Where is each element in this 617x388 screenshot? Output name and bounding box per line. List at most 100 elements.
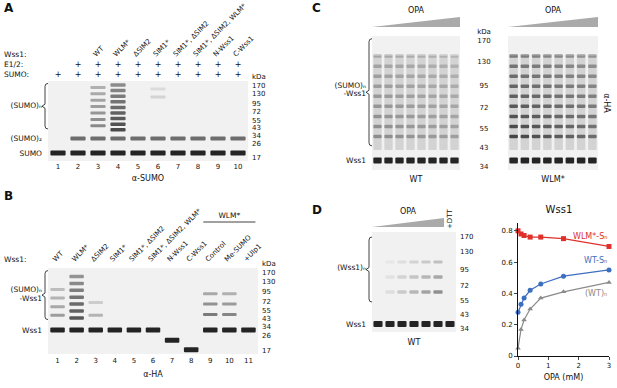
svg-text:+: + [135, 60, 142, 69]
svg-text:6: 6 [151, 357, 156, 365]
svg-text:Wss1:: Wss1: [4, 50, 27, 59]
svg-text:55: 55 [460, 297, 469, 305]
svg-text:Wss1:: Wss1: [4, 255, 27, 264]
svg-text:E1/2:: E1/2: [4, 60, 23, 69]
svg-text:A: A [4, 1, 14, 15]
svg-text:Wss1: Wss1 [546, 204, 573, 215]
svg-text:6: 6 [156, 163, 161, 171]
svg-text:+: + [175, 60, 182, 69]
svg-text:34: 34 [460, 325, 469, 333]
svg-text:kDa: kDa [262, 260, 276, 268]
svg-text:8: 8 [189, 357, 193, 365]
svg-text:17: 17 [262, 347, 271, 355]
svg-text:130: 130 [252, 90, 265, 98]
svg-text:3: 3 [96, 163, 100, 171]
svg-text:0.2: 0.2 [501, 321, 512, 329]
svg-text:170: 170 [252, 82, 265, 90]
svg-text:43: 43 [480, 144, 489, 152]
svg-text:α-SUMO: α-SUMO [132, 174, 164, 183]
svg-text:WLM*: WLM* [541, 175, 564, 184]
svg-text:0.4: 0.4 [501, 290, 513, 298]
svg-text:Wss1: Wss1 [346, 320, 366, 329]
svg-text:+: + [115, 70, 122, 79]
svg-text:4: 4 [113, 357, 118, 365]
svg-text:Wss1: Wss1 [346, 156, 366, 165]
svg-text:C-Wss1: C-Wss1 [232, 35, 256, 59]
svg-text:+: + [115, 60, 122, 69]
svg-text:OPA: OPA [400, 207, 417, 216]
svg-text:α-HA: α-HA [143, 370, 163, 379]
svg-text:0: 0 [516, 362, 520, 370]
svg-text:2: 2 [74, 357, 78, 365]
svg-text:+: + [195, 70, 202, 79]
svg-text:C: C [312, 1, 321, 15]
svg-text:Wss1: Wss1 [22, 326, 42, 335]
svg-text:+: + [95, 60, 102, 69]
svg-text:(Wss1)ₙ: (Wss1)ₙ [337, 263, 366, 272]
svg-text:7: 7 [176, 163, 180, 171]
svg-text:0.8: 0.8 [501, 227, 512, 235]
svg-text:+: + [155, 70, 162, 79]
svg-text:130: 130 [460, 248, 473, 256]
svg-text:B: B [4, 189, 13, 203]
svg-text:170: 170 [262, 269, 275, 277]
svg-text:+: + [75, 60, 82, 69]
svg-text:+: + [135, 70, 142, 79]
svg-text:1: 1 [546, 362, 550, 370]
svg-text:kDa: kDa [252, 73, 266, 81]
svg-text:95: 95 [480, 82, 489, 90]
svg-text:170: 170 [477, 37, 490, 45]
svg-text:17: 17 [252, 154, 261, 162]
svg-text:0: 0 [508, 352, 512, 360]
svg-text:8: 8 [196, 163, 200, 171]
svg-text:7: 7 [170, 357, 174, 365]
svg-text:1: 1 [55, 357, 59, 365]
svg-text:SUMO: SUMO [19, 149, 42, 158]
svg-text:26: 26 [252, 140, 261, 148]
svg-text:+DTT: +DTT [446, 209, 454, 229]
svg-text:WLM*: WLM* [112, 38, 132, 58]
svg-text:2: 2 [576, 362, 580, 370]
svg-text:34: 34 [252, 132, 261, 140]
svg-text:5: 5 [136, 163, 140, 171]
svg-text:3: 3 [93, 357, 97, 365]
svg-text:95: 95 [460, 266, 469, 274]
svg-text:43: 43 [460, 311, 469, 319]
svg-text:+: + [155, 60, 162, 69]
svg-text:WT: WT [92, 44, 106, 58]
svg-text:ΔSIM2: ΔSIM2 [89, 242, 110, 263]
svg-text:10: 10 [225, 357, 234, 365]
svg-text:α-HA: α-HA [602, 93, 611, 113]
svg-text:OPA: OPA [408, 6, 425, 15]
svg-text:(SUMO)ₙ: (SUMO)ₙ [11, 101, 42, 110]
svg-text:43: 43 [262, 315, 271, 323]
svg-text:10: 10 [234, 163, 243, 171]
svg-text:9: 9 [216, 163, 220, 171]
svg-text:+: + [195, 60, 202, 69]
svg-text:26: 26 [262, 332, 271, 340]
svg-text:9: 9 [208, 357, 212, 365]
svg-text:+: + [235, 70, 242, 79]
svg-text:D: D [312, 203, 322, 217]
svg-text:SIM1*: SIM1* [109, 243, 130, 264]
svg-text:SUMO:: SUMO: [4, 70, 29, 79]
svg-text:N-Wss1: N-Wss1 [212, 34, 236, 58]
svg-text:11: 11 [244, 357, 253, 365]
svg-text:95: 95 [262, 288, 271, 296]
svg-text:+Ulp1: +Ulp1 [242, 242, 263, 263]
svg-text:4: 4 [116, 163, 121, 171]
svg-text:+: + [215, 70, 222, 79]
svg-text:5: 5 [132, 357, 136, 365]
svg-text:SIM1*: SIM1* [152, 38, 173, 59]
svg-text:WLM*-Sₙ: WLM*-Sₙ [573, 232, 607, 241]
svg-text:WT: WT [408, 338, 421, 347]
svg-text:+: + [55, 70, 62, 79]
svg-text:ΔSIM2: ΔSIM2 [132, 37, 153, 58]
svg-text:WLM*: WLM* [70, 243, 90, 263]
svg-text:+: + [95, 70, 102, 79]
svg-text:OPA (mM): OPA (mM) [544, 373, 584, 382]
svg-text:34: 34 [480, 163, 489, 171]
svg-text:-Wss1: -Wss1 [20, 294, 43, 303]
svg-text:34: 34 [262, 323, 271, 331]
svg-text:(WT)ₙ: (WT)ₙ [585, 289, 607, 298]
